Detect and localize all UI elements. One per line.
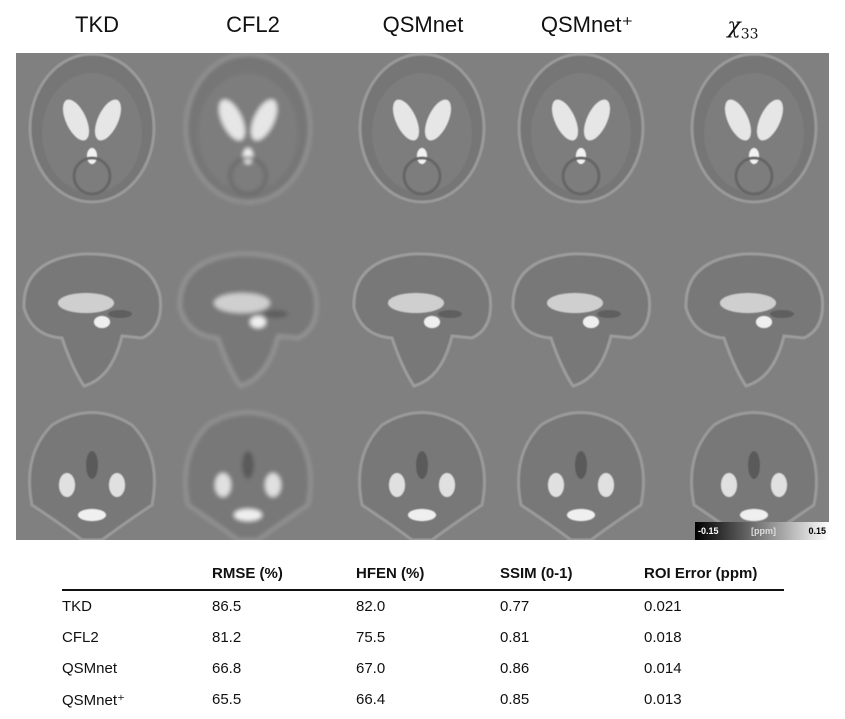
brain-slice-coronal (28, 411, 156, 540)
column-title-qsmnet-plus: QSMnet⁺ (540, 12, 634, 37)
table-cell: 0.85 (500, 691, 530, 708)
table-cell: 0.77 (500, 598, 530, 615)
table-cell: 0.021 (644, 598, 682, 615)
table-cell: 75.5 (356, 629, 386, 646)
brain-slice-axial (358, 53, 486, 204)
column-title-qsmnet: QSMnet (382, 12, 464, 37)
brain-slice-coronal (690, 411, 818, 540)
table-cell: 65.5 (212, 691, 242, 708)
colorbar-unit-label: [ppm] (750, 526, 776, 536)
table-cell: 66.8 (212, 660, 242, 677)
table-cell: 81.2 (212, 629, 242, 646)
brain-slice-sagittal (352, 252, 493, 388)
table-cell: QSMnet⁺ (62, 691, 125, 709)
table-cell: 0.018 (644, 629, 682, 646)
colorbar-max-label: 0.15 (808, 526, 826, 536)
brain-slice-sagittal (22, 252, 163, 388)
table-header-cell (62, 558, 212, 591)
column-title-chi33: χ33 (668, 14, 818, 42)
table-row: CFL2 81.2 75.5 0.81 0.018 (62, 622, 784, 653)
table-cell: 0.81 (500, 629, 530, 646)
table-cell: 86.5 (212, 598, 242, 615)
table-cell: 66.4 (356, 691, 386, 708)
table-cell: 0.86 (500, 660, 530, 677)
table-header-row: RMSE (%) HFEN (%) SSIM (0-1) ROI Error (… (62, 558, 784, 591)
table-header-cell: ROI Error (ppm) (644, 558, 784, 591)
table-row: QSMnet 66.8 67.0 0.86 0.014 (62, 653, 784, 684)
mri-image-panel: -0.15 [ppm] 0.15 (16, 53, 829, 540)
table-cell: CFL2 (62, 629, 99, 646)
brain-slice-coronal (184, 411, 312, 540)
column-title-tkd: TKD (75, 12, 119, 37)
brain-slice-axial (28, 53, 156, 204)
table-cell: 0.014 (644, 660, 682, 677)
brain-slice-axial (690, 53, 818, 204)
metrics-table: RMSE (%) HFEN (%) SSIM (0-1) ROI Error (… (62, 558, 784, 715)
brain-slice-coronal (517, 411, 645, 540)
table-cell: 67.0 (356, 660, 386, 677)
brain-slice-sagittal (178, 252, 319, 388)
brain-slice-axial (184, 53, 312, 204)
table-cell: 82.0 (356, 598, 386, 615)
table-row: QSMnet⁺ 65.5 66.4 0.85 0.013 (62, 684, 784, 715)
colorbar-min-label: -0.15 (698, 526, 719, 536)
chi-subscript: 33 (740, 26, 759, 43)
table-header-cell: RMSE (%) (212, 558, 356, 591)
colorbar: -0.15 [ppm] 0.15 (695, 522, 829, 540)
chi-symbol: χ (727, 14, 741, 39)
brain-slice-axial (517, 53, 645, 204)
brain-slice-sagittal (511, 252, 652, 388)
table-cell: 0.013 (644, 691, 682, 708)
table-cell: TKD (62, 598, 92, 615)
brain-slices (22, 53, 825, 540)
brain-slice-sagittal (684, 252, 825, 388)
table-row: TKD 86.5 82.0 0.77 0.021 (62, 590, 784, 622)
brain-slice-coronal (358, 411, 486, 540)
table-cell: QSMnet (62, 660, 118, 677)
table-header-cell: SSIM (0-1) (500, 558, 644, 591)
table-header-cell: HFEN (%) (356, 558, 500, 591)
column-title-cfl2: CFL2 (226, 12, 280, 37)
